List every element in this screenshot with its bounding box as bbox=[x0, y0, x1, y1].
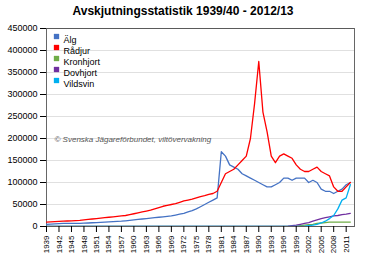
svg-text:1951: 1951 bbox=[92, 235, 101, 253]
svg-text:2008: 2008 bbox=[329, 235, 338, 253]
svg-text:Kronhjort: Kronhjort bbox=[64, 57, 101, 67]
svg-text:350000: 350000 bbox=[7, 67, 37, 77]
svg-text:Älg: Älg bbox=[64, 35, 77, 45]
svg-text:1957: 1957 bbox=[117, 235, 126, 253]
svg-text:400000: 400000 bbox=[7, 45, 37, 55]
svg-text:1969: 1969 bbox=[167, 235, 176, 253]
svg-text:© Svenska Jägareförbundet, vil: © Svenska Jägareförbundet, viltövervakni… bbox=[55, 135, 212, 144]
svg-text:1972: 1972 bbox=[179, 235, 188, 253]
svg-text:0: 0 bbox=[32, 221, 37, 231]
svg-text:150000: 150000 bbox=[7, 155, 37, 165]
svg-text:100000: 100000 bbox=[7, 177, 37, 187]
svg-text:1999: 1999 bbox=[292, 235, 301, 253]
html-text:Avskjutningsstatistik 1939/40: Avskjutningsstatistik 1939/40 - 2012/13 bbox=[72, 4, 294, 18]
svg-text:Dovhjort: Dovhjort bbox=[64, 68, 98, 78]
svg-text:2005: 2005 bbox=[317, 235, 326, 253]
svg-text:200000: 200000 bbox=[7, 133, 37, 143]
svg-text:50000: 50000 bbox=[12, 199, 37, 209]
svg-text:1993: 1993 bbox=[267, 235, 276, 253]
svg-text:1963: 1963 bbox=[142, 235, 151, 253]
svg-text:250000: 250000 bbox=[7, 111, 37, 121]
svg-text:1948: 1948 bbox=[80, 235, 89, 253]
svg-text:1984: 1984 bbox=[229, 235, 238, 253]
svg-text:1954: 1954 bbox=[104, 235, 113, 253]
svg-text:1960: 1960 bbox=[129, 235, 138, 253]
svg-text:1945: 1945 bbox=[67, 235, 76, 253]
svg-text:1987: 1987 bbox=[242, 235, 251, 253]
svg-text:1966: 1966 bbox=[154, 235, 163, 253]
svg-text:Rådjur: Rådjur bbox=[64, 46, 91, 56]
svg-text:1942: 1942 bbox=[55, 235, 64, 253]
svg-text:2011: 2011 bbox=[342, 235, 351, 253]
svg-text:1981: 1981 bbox=[217, 235, 226, 253]
svg-text:1978: 1978 bbox=[204, 235, 213, 253]
svg-text:1939: 1939 bbox=[42, 235, 51, 253]
svg-text:Vildsvin: Vildsvin bbox=[64, 79, 95, 89]
svg-text:1975: 1975 bbox=[192, 235, 201, 253]
svg-text:2002: 2002 bbox=[304, 235, 313, 253]
svg-text:1996: 1996 bbox=[279, 235, 288, 253]
svg-text:450000: 450000 bbox=[7, 23, 37, 33]
svg-text:1990: 1990 bbox=[254, 235, 263, 253]
svg-text:300000: 300000 bbox=[7, 89, 37, 99]
